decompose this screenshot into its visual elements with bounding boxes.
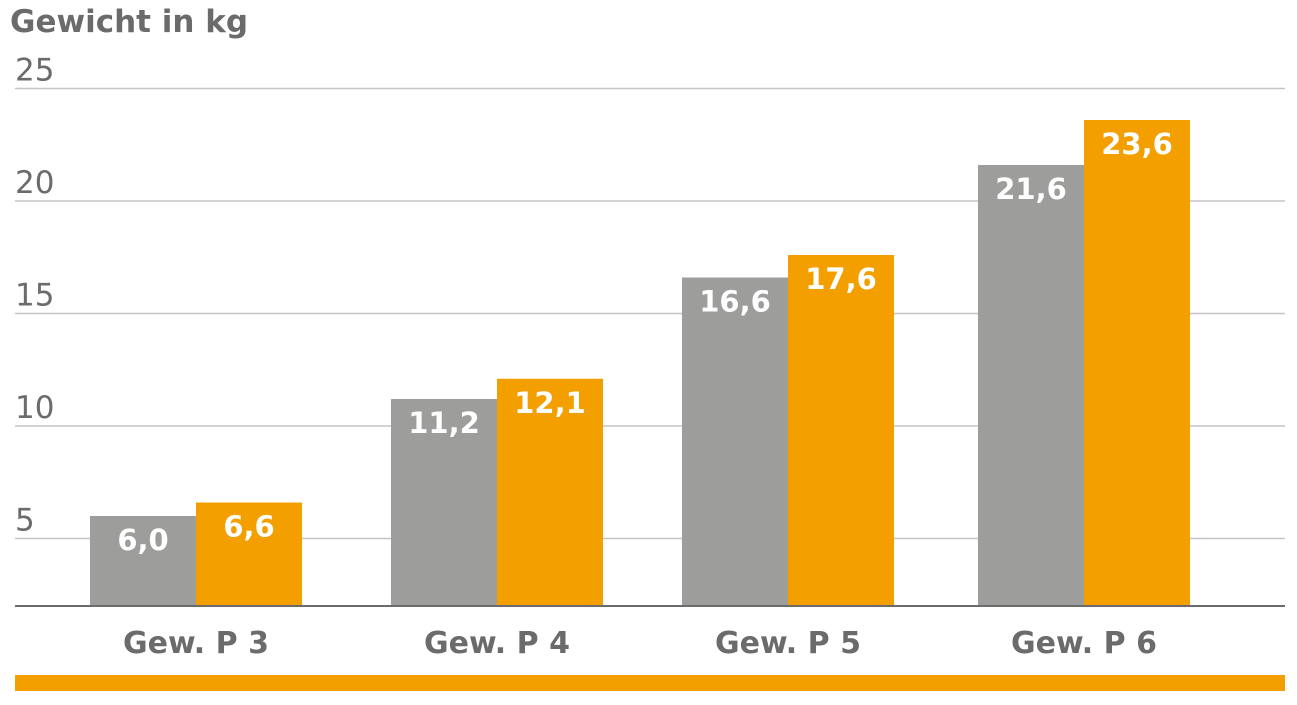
category-label-3: Gew. P 5 [715, 626, 861, 661]
bar-4-1 [978, 165, 1084, 606]
y-tick-label-25: 25 [15, 53, 54, 89]
bar-2-1 [391, 399, 497, 606]
data-label-2-1: 11,2 [408, 406, 480, 440]
data-label-4-2: 23,6 [1101, 127, 1173, 161]
category-label-2: Gew. P 4 [424, 626, 570, 661]
bar-3-2 [788, 255, 894, 606]
y-tick-label-20: 20 [15, 165, 54, 201]
data-label-3-1: 16,6 [699, 285, 771, 319]
accent-bar [15, 675, 1285, 691]
y-axis-title: Gewicht in kg [10, 4, 248, 40]
data-label-1-2: 6,6 [223, 510, 274, 544]
category-label-4: Gew. P 6 [1011, 626, 1157, 661]
data-label-4-1: 21,6 [995, 172, 1067, 206]
category-label-1: Gew. P 3 [123, 626, 269, 661]
data-label-2-2: 12,1 [514, 386, 586, 420]
data-label-1-1: 6,0 [117, 523, 168, 557]
bar-4-2 [1084, 120, 1190, 606]
x-axis-categories: Gew. P 3 Gew. P 4 Gew. P 5 Gew. P 6 [123, 626, 1157, 661]
data-labels: 6,0 6,6 11,2 12,1 16,6 17,6 21,6 23,6 [117, 127, 1172, 557]
bar-3-1 [682, 277, 788, 606]
y-tick-label-15: 15 [15, 278, 54, 314]
y-tick-label-10: 10 [15, 390, 54, 426]
data-label-3-2: 17,6 [805, 262, 877, 296]
y-tick-label-5: 5 [15, 503, 35, 539]
bar-2-2 [497, 378, 603, 606]
y-axis-ticks: 5 10 15 20 25 [15, 53, 54, 539]
bar-1-1 [90, 516, 196, 606]
bars [90, 120, 1190, 606]
bar-1-2 [196, 502, 302, 606]
